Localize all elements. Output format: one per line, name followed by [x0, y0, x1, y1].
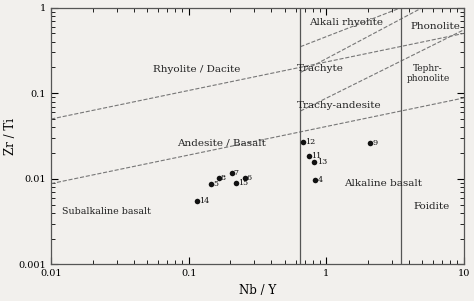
Text: 15: 15 — [238, 179, 248, 187]
Text: 5: 5 — [213, 180, 218, 188]
Text: Tephr-
phonolite: Tephr- phonolite — [406, 64, 449, 83]
Text: Rhyolite / Dacite: Rhyolite / Dacite — [153, 65, 240, 74]
Text: Foidite: Foidite — [413, 202, 449, 211]
Text: 8: 8 — [221, 174, 226, 182]
X-axis label: Nb / Y: Nb / Y — [239, 284, 276, 297]
Text: 13: 13 — [317, 158, 327, 166]
Y-axis label: Zr / Ti: Zr / Ti — [4, 118, 17, 154]
Text: Trachy-andesite: Trachy-andesite — [297, 101, 382, 110]
Text: 12: 12 — [305, 138, 316, 146]
Text: 6: 6 — [247, 174, 252, 182]
Text: 7: 7 — [234, 169, 239, 177]
Text: 11: 11 — [311, 152, 321, 160]
Text: 14: 14 — [200, 197, 210, 205]
Text: 4: 4 — [318, 175, 322, 184]
Text: Phonolite: Phonolite — [410, 22, 460, 31]
Text: 9: 9 — [373, 139, 378, 147]
Text: Alkali rhyolite: Alkali rhyolite — [309, 17, 383, 26]
Text: Subalkaline basalt: Subalkaline basalt — [62, 206, 151, 216]
Text: Trachyte: Trachyte — [296, 64, 343, 73]
Text: Andesite / Basalt: Andesite / Basalt — [177, 139, 266, 148]
Text: Alkaline basalt: Alkaline basalt — [344, 179, 422, 188]
